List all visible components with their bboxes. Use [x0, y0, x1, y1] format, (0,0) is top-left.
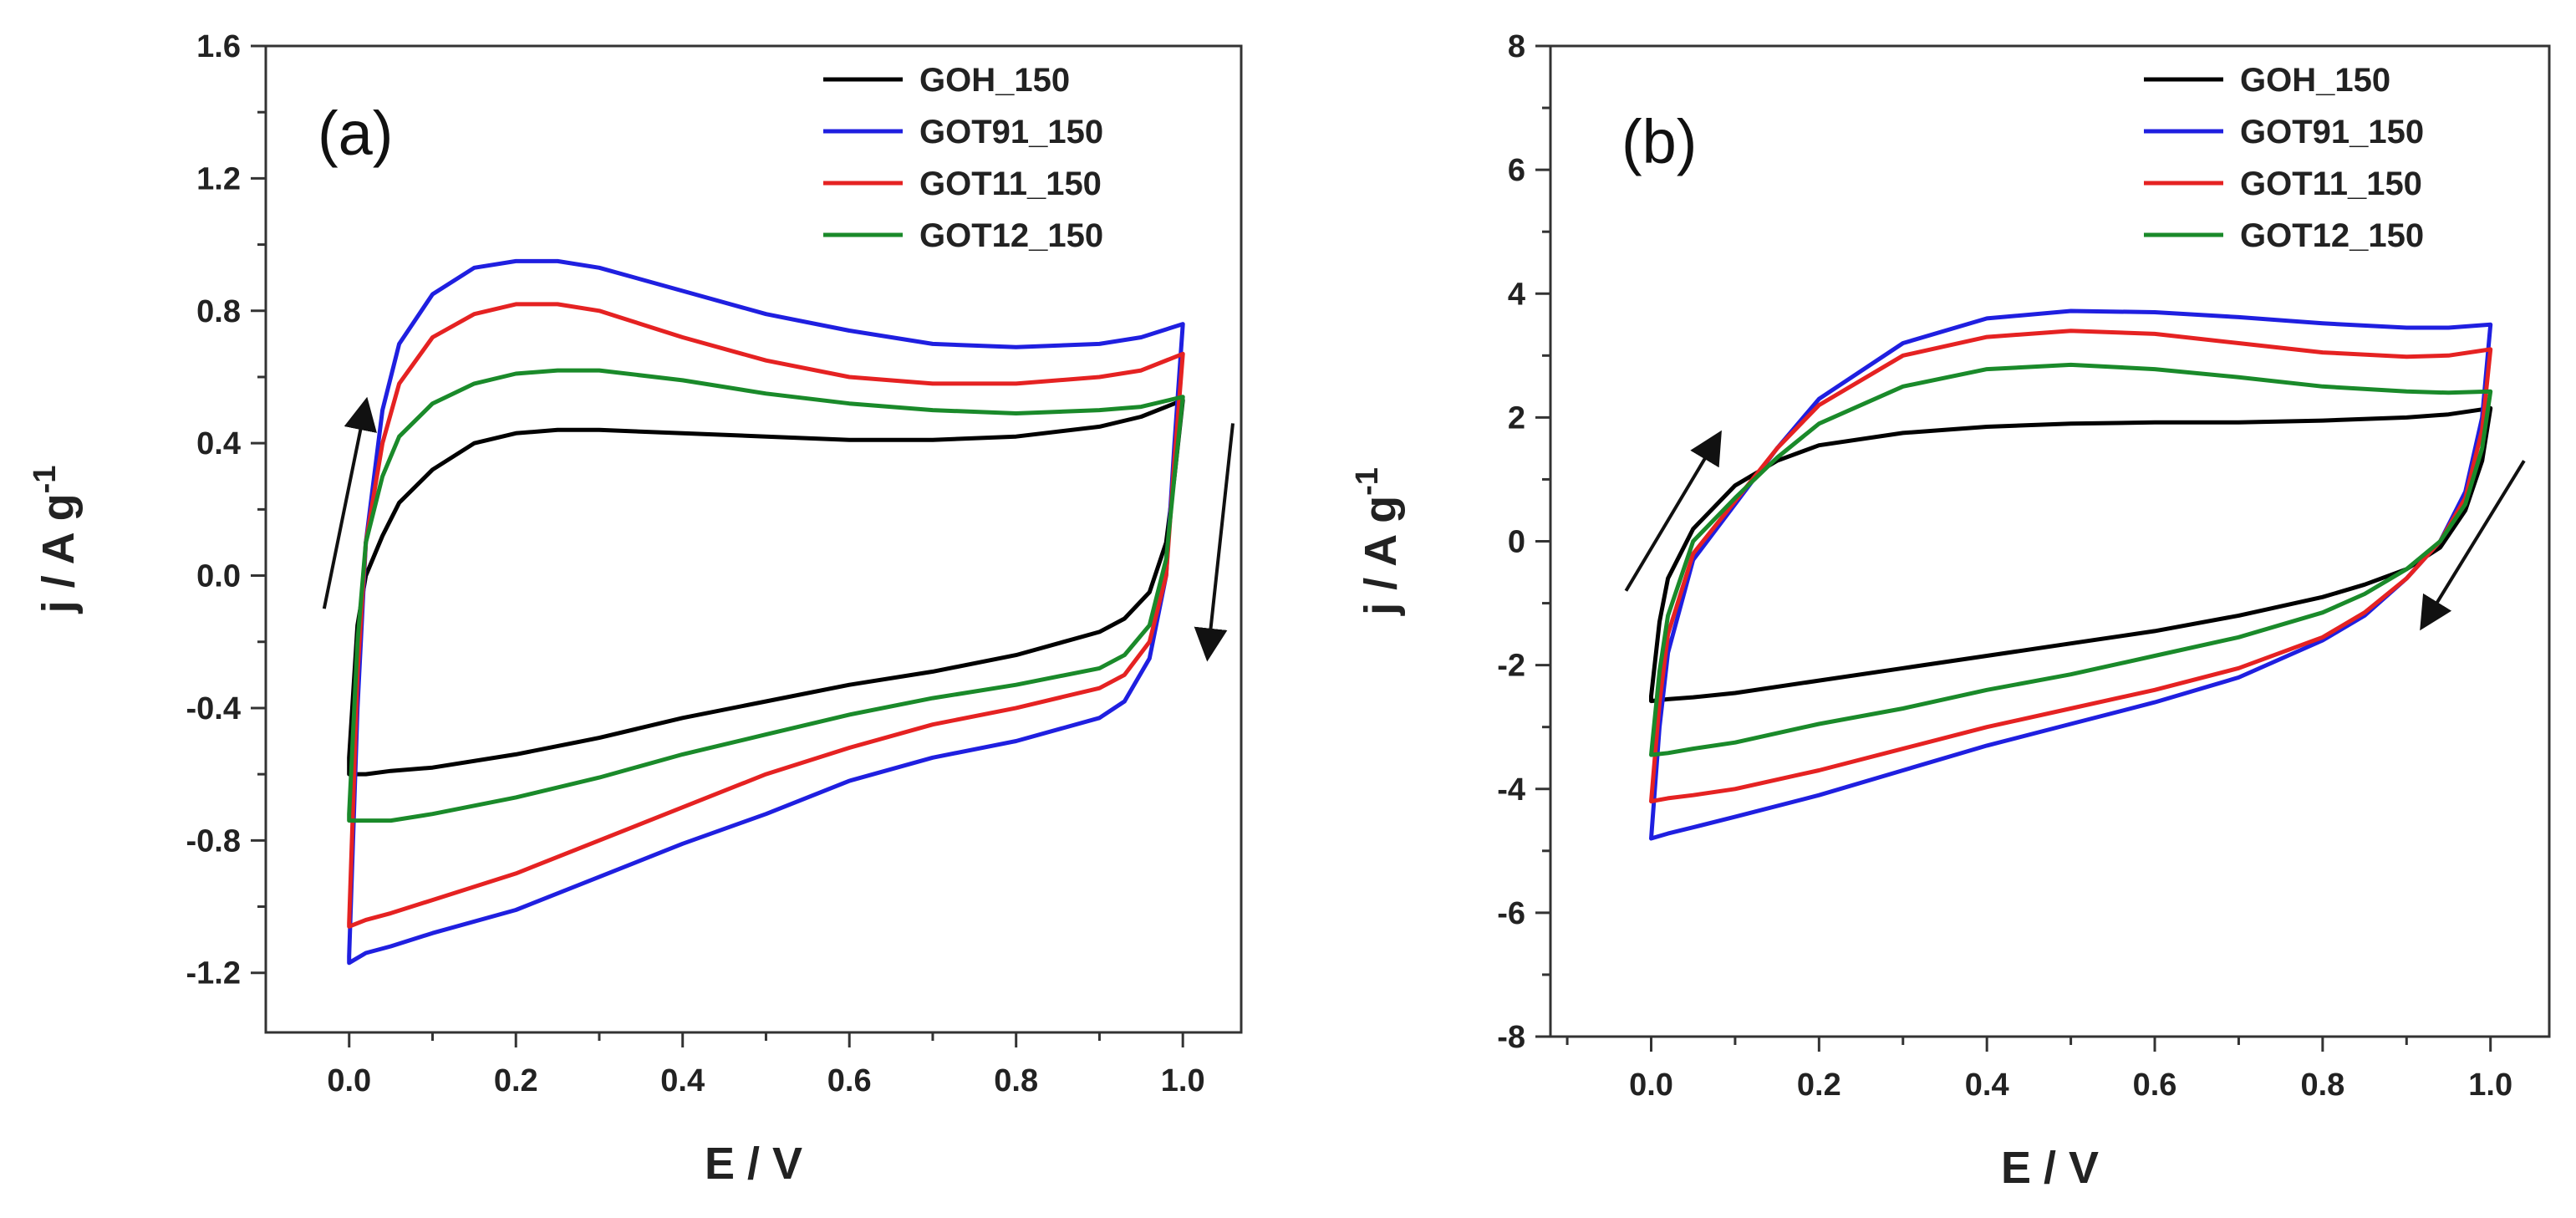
y-axis-label-main: j / A g — [33, 493, 84, 614]
x-tick-label: 1.0 — [2468, 1068, 2512, 1103]
series-line-got11_150 — [347, 302, 1185, 929]
legend-entry: GOT12_150 — [919, 217, 1103, 254]
scan-direction-arrow — [322, 396, 377, 609]
y-tick-label: 1.2 — [196, 161, 241, 196]
y-axis-label: j / A g-1 — [28, 466, 84, 614]
y-tick-label: 0.8 — [196, 294, 241, 329]
y-tick-label: -1.2 — [186, 956, 241, 991]
plot-frame — [264, 44, 1243, 1034]
legend-entry: GOT11_150 — [919, 166, 1102, 202]
y-tick-label: 0 — [1508, 525, 1525, 560]
x-tick-label: 0.6 — [827, 1063, 872, 1098]
y-axis-label: j / A g-1 — [1350, 467, 1406, 616]
series-line-got12_150 — [347, 368, 1185, 823]
y-tick-label: -4 — [1497, 772, 1525, 808]
y-tick-label: 8 — [1508, 29, 1525, 64]
y-tick-label: 4 — [1508, 277, 1525, 312]
series-line-got12_150 — [1649, 362, 2493, 757]
x-axis-label: E / V — [2001, 1143, 2099, 1193]
x-tick-label: 0.0 — [1629, 1068, 1673, 1103]
series-line-goh_150 — [1649, 405, 2493, 704]
panel-b: 0.0 0.2 0.4 0.6 0.8 1.0 -8 -6 -4 -2 0 2 4 6 8 E / V j / … — [1350, 29, 2551, 1193]
y-axis-label-sup: -1 — [1350, 467, 1385, 496]
y-tick-label: -0.8 — [186, 823, 241, 859]
y-tick-label: 2 — [1508, 400, 1525, 436]
legend-entry: GOT91_150 — [919, 114, 1103, 150]
y-tick-label: 6 — [1508, 153, 1525, 188]
legend-entry: GOT91_150 — [2240, 114, 2424, 150]
x-tick-label: 0.2 — [1797, 1068, 1841, 1103]
x-tick-label: 0.8 — [2300, 1068, 2344, 1103]
scan-direction-arrow — [1624, 430, 1722, 592]
y-tick-label: -0.4 — [186, 691, 241, 726]
legend-entry: GOH_150 — [919, 62, 1070, 99]
panel-label: (b) — [1621, 107, 1697, 176]
y-axis-label-sup: -1 — [28, 466, 63, 494]
scan-direction-arrow — [1194, 423, 1235, 662]
x-tick-label: 0.6 — [2133, 1068, 2177, 1103]
x-tick-label: 0.4 — [660, 1063, 705, 1098]
y-tick-label: -2 — [1497, 649, 1525, 684]
y-tick-label: 1.6 — [196, 29, 241, 64]
legend-entry: GOH_150 — [2240, 62, 2390, 99]
series-line-goh_150 — [347, 398, 1185, 777]
legend-entry: GOT11_150 — [2240, 166, 2422, 202]
legend-entry: GOT12_150 — [2240, 217, 2424, 254]
panel-label: (a) — [318, 99, 393, 168]
scan-direction-arrow — [2420, 460, 2526, 631]
y-tick-label: -6 — [1497, 896, 1525, 931]
x-axis-label: E / V — [705, 1139, 802, 1189]
y-axis-label-main: j / A g — [1356, 496, 1406, 616]
x-tick-label: 0.0 — [327, 1063, 371, 1098]
x-tick-label: 1.0 — [1161, 1063, 1205, 1098]
y-tick-label: 0.4 — [196, 426, 241, 461]
series-line-got91_150 — [347, 258, 1185, 966]
x-tick-label: 0.4 — [1965, 1068, 2009, 1103]
y-tick-label: 0.0 — [196, 559, 241, 594]
x-tick-label: 0.8 — [994, 1063, 1038, 1098]
panel-a: 0.0 0.2 0.4 0.6 0.8 1.0 -1.2 -0.8 -0.4 0.0 0.4 0.8 1… — [28, 29, 1243, 1189]
x-tick-label: 0.2 — [494, 1063, 538, 1098]
y-tick-label: -8 — [1497, 1020, 1525, 1055]
series-line-got11_150 — [1649, 329, 2493, 804]
